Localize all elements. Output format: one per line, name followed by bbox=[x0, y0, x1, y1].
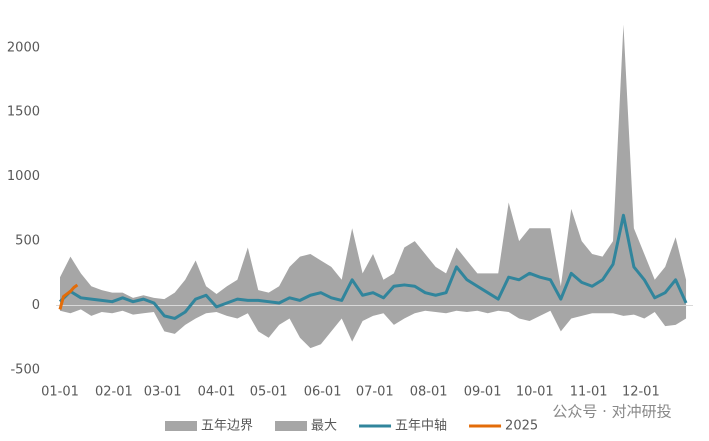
y-tick-label: 1000 bbox=[7, 169, 40, 184]
line bbox=[58, 213, 688, 320]
x-tick-label: 01-01 bbox=[41, 385, 79, 400]
x-tick-label: 04-01 bbox=[198, 385, 236, 400]
legend-swatch bbox=[275, 421, 308, 431]
y-tick-label: 500 bbox=[15, 234, 40, 249]
legend-label: 五年中轴 bbox=[395, 419, 447, 434]
legend-swatch bbox=[165, 421, 197, 431]
x-tick-label: 09-01 bbox=[464, 385, 502, 400]
legend-label: 五年边界 bbox=[201, 419, 253, 434]
watermark: 公众号 · 对冲研投 bbox=[552, 403, 671, 421]
x-tick-label: 10-01 bbox=[516, 385, 554, 400]
x-tick-label: 05-01 bbox=[250, 385, 288, 400]
x-tick-label: 08-01 bbox=[410, 385, 448, 400]
legend-label: 2025 bbox=[505, 419, 538, 434]
x-tick-label: 11-01 bbox=[570, 385, 608, 400]
y-tick-label: -500 bbox=[10, 363, 40, 378]
x-tick-label: 12-01 bbox=[622, 385, 660, 400]
y-tick-label: 0 bbox=[32, 298, 40, 313]
area bbox=[60, 305, 687, 349]
x-tick-label: 02-01 bbox=[95, 385, 133, 400]
x-tick-label: 07-01 bbox=[356, 385, 394, 400]
line bbox=[58, 283, 79, 310]
area bbox=[60, 24, 687, 306]
y-tick-label: 2000 bbox=[7, 40, 40, 55]
x-tick-label: 06-01 bbox=[304, 385, 342, 400]
legend-label: 最大 bbox=[311, 419, 337, 434]
y-tick-label: 1500 bbox=[7, 105, 40, 120]
x-tick-label: 03-01 bbox=[144, 385, 182, 400]
